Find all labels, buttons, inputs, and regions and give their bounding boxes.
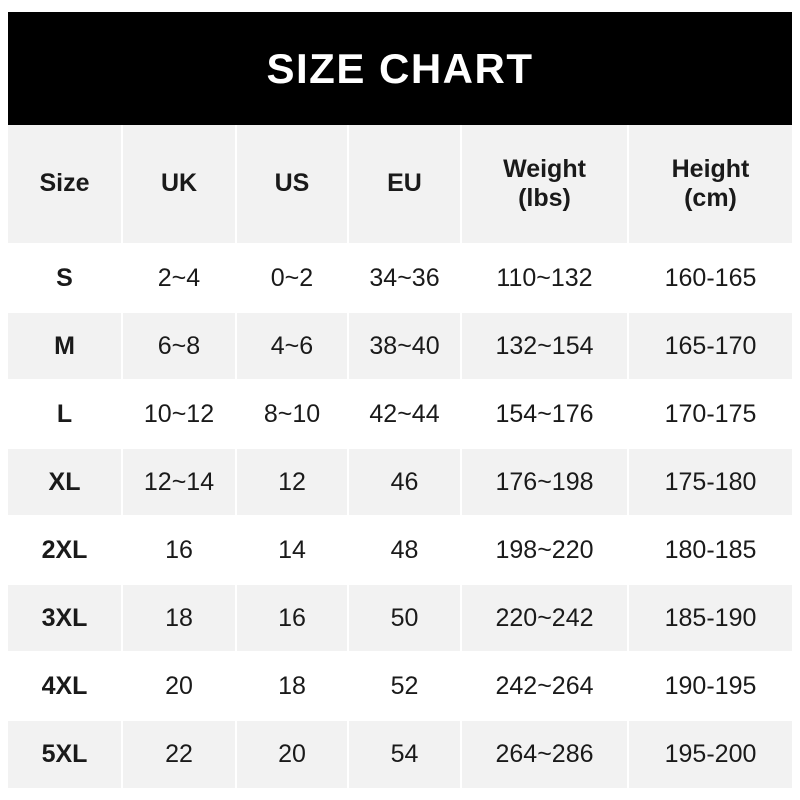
table-header: Size UK US EU Weight (lbs) Height (cm): [8, 125, 792, 245]
cell-us: 0~2: [236, 244, 349, 313]
column-header-size-label: Size: [39, 169, 90, 198]
cell-size: 3XL: [8, 584, 123, 653]
cell-height: 195-200: [628, 720, 792, 788]
title-bar: SIZE CHART: [8, 12, 792, 125]
column-header-uk: UK: [122, 125, 237, 245]
table-row: 2XL 16 14 48 198~220 180-185: [8, 516, 792, 585]
column-header-eu-label: EU: [387, 169, 422, 198]
cell-uk: 2~4: [122, 244, 237, 313]
cell-us: 14: [236, 516, 349, 585]
cell-uk: 20: [122, 652, 237, 721]
table-header-row: Size UK US EU Weight (lbs) Height (cm): [8, 125, 792, 245]
cell-weight: 110~132: [461, 244, 629, 313]
cell-size: 4XL: [8, 652, 123, 721]
cell-us: 20: [236, 720, 349, 788]
table-row: L 10~12 8~10 42~44 154~176 170-175: [8, 380, 792, 449]
cell-size: M: [8, 312, 123, 381]
cell-eu: 42~44: [348, 380, 462, 449]
cell-eu: 38~40: [348, 312, 462, 381]
cell-uk: 22: [122, 720, 237, 788]
cell-weight: 132~154: [461, 312, 629, 381]
cell-us: 12: [236, 448, 349, 517]
cell-uk: 16: [122, 516, 237, 585]
table-body: S 2~4 0~2 34~36 110~132 160-165 M 6~8 4~…: [8, 244, 792, 788]
size-chart-table: Size UK US EU Weight (lbs) Height (cm): [8, 125, 792, 788]
table-row: XL 12~14 12 46 176~198 175-180: [8, 448, 792, 517]
cell-size: S: [8, 244, 123, 313]
cell-size: 2XL: [8, 516, 123, 585]
cell-uk: 6~8: [122, 312, 237, 381]
page-title: SIZE CHART: [266, 44, 534, 92]
cell-eu: 34~36: [348, 244, 462, 313]
column-header-eu: EU: [348, 125, 462, 245]
cell-eu: 48: [348, 516, 462, 585]
cell-weight: 198~220: [461, 516, 629, 585]
cell-weight: 154~176: [461, 380, 629, 449]
table-row: S 2~4 0~2 34~36 110~132 160-165: [8, 244, 792, 313]
cell-height: 190-195: [628, 652, 792, 721]
cell-eu: 52: [348, 652, 462, 721]
cell-us: 18: [236, 652, 349, 721]
column-header-weight-unit: (lbs): [518, 184, 571, 212]
cell-height: 180-185: [628, 516, 792, 585]
cell-eu: 50: [348, 584, 462, 653]
cell-us: 8~10: [236, 380, 349, 449]
column-header-weight: Weight (lbs): [461, 125, 629, 245]
cell-uk: 12~14: [122, 448, 237, 517]
column-header-height-label: Height: [671, 154, 750, 183]
table-row: 3XL 18 16 50 220~242 185-190: [8, 584, 792, 653]
table-row: 5XL 22 20 54 264~286 195-200: [8, 720, 792, 788]
cell-height: 185-190: [628, 584, 792, 653]
cell-weight: 264~286: [461, 720, 629, 788]
cell-weight: 220~242: [461, 584, 629, 653]
column-header-size: Size: [8, 125, 123, 245]
cell-size: L: [8, 380, 123, 449]
column-header-height: Height (cm): [628, 125, 792, 245]
cell-height: 175-180: [628, 448, 792, 517]
table-row: M 6~8 4~6 38~40 132~154 165-170: [8, 312, 792, 381]
column-header-us: US: [236, 125, 349, 245]
table-row: 4XL 20 18 52 242~264 190-195: [8, 652, 792, 721]
column-header-us-label: US: [274, 169, 310, 198]
cell-uk: 10~12: [122, 380, 237, 449]
cell-eu: 54: [348, 720, 462, 788]
column-header-height-unit: (cm): [684, 184, 737, 212]
cell-size: 5XL: [8, 720, 123, 788]
cell-size: XL: [8, 448, 123, 517]
cell-us: 4~6: [236, 312, 349, 381]
cell-weight: 242~264: [461, 652, 629, 721]
cell-height: 165-170: [628, 312, 792, 381]
cell-us: 16: [236, 584, 349, 653]
cell-height: 160-165: [628, 244, 792, 313]
column-header-uk-label: UK: [160, 169, 198, 198]
cell-eu: 46: [348, 448, 462, 517]
cell-height: 170-175: [628, 380, 792, 449]
column-header-weight-label: Weight: [503, 154, 586, 183]
cell-weight: 176~198: [461, 448, 629, 517]
cell-uk: 18: [122, 584, 237, 653]
